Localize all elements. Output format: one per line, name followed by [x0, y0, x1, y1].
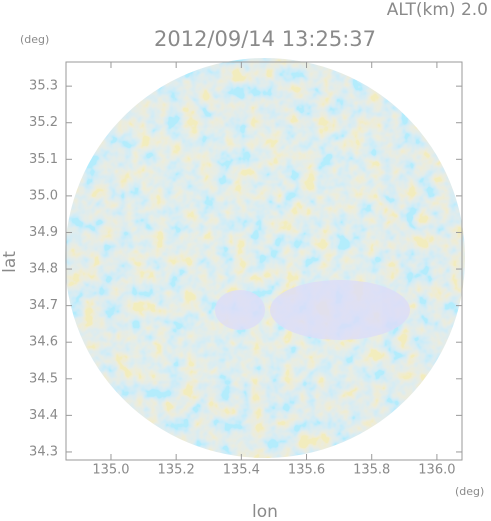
y-tick-label: 34.4	[29, 408, 58, 423]
x-tick-label: 135.4	[223, 463, 260, 478]
y-tick-label: 35.3	[29, 79, 58, 94]
y-tick-label: 34.3	[29, 444, 58, 459]
y-tick-label: 34.6	[29, 335, 58, 350]
y-tick-label: 35.0	[29, 188, 58, 203]
x-unit: (deg)	[455, 485, 484, 498]
y-tick-label: 35.1	[29, 152, 58, 167]
chart-title: 2012/09/14 13:25:37	[154, 27, 376, 51]
y-tick-label: 34.8	[29, 262, 58, 277]
x-tick-label: 135.0	[92, 463, 129, 478]
y-unit: (deg)	[20, 33, 49, 46]
plot-frame	[65, 61, 463, 461]
radar-field	[65, 58, 465, 458]
x-tick-label: 135.8	[353, 463, 390, 478]
x-tick-label: 136.0	[418, 463, 455, 478]
y-tick-label: 35.2	[29, 115, 58, 130]
x-axis-label: lon	[252, 502, 278, 521]
y-axis-label: lat	[0, 251, 20, 273]
x-tick-label: 135.6	[288, 463, 325, 478]
altitude: ALT(km) 2.0	[387, 0, 488, 20]
y-tick-label: 34.9	[29, 225, 58, 240]
x-tick-label: 135.2	[158, 463, 195, 478]
y-tick-label: 34.7	[29, 298, 58, 313]
y-tick-label: 34.5	[29, 371, 58, 386]
